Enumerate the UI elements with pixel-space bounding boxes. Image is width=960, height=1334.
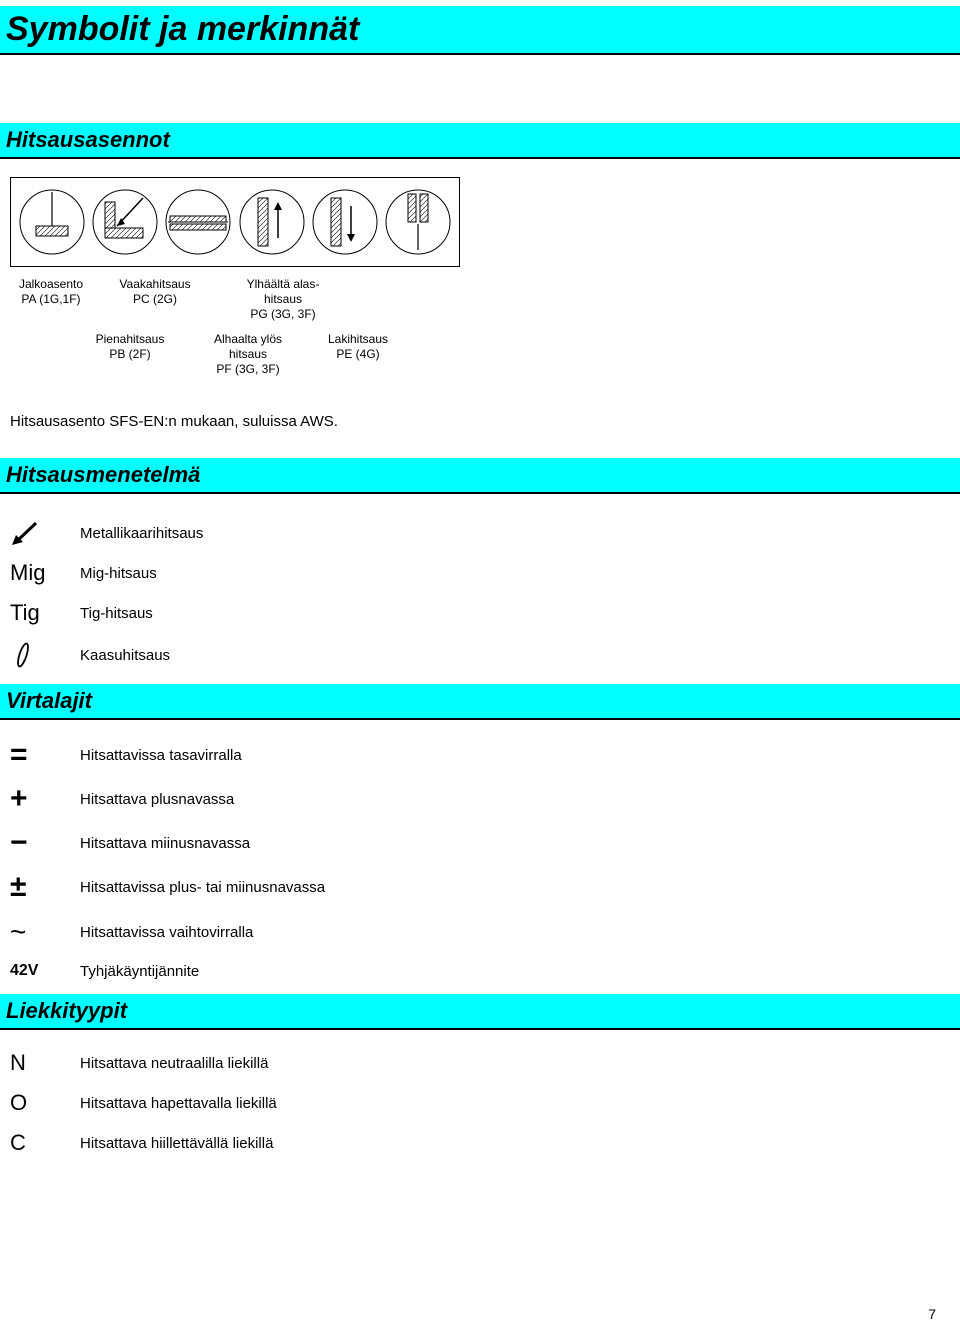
method-row: Kaasuhitsaus	[10, 640, 960, 670]
flame-desc: Hitsattava hiillettävällä liekillä	[80, 1135, 273, 1152]
current-desc: Hitsattava miinusnavassa	[80, 835, 250, 852]
current-desc: Hitsattavissa tasavirralla	[80, 747, 242, 764]
flames-list: NHitsattava neutraalilla liekilläOHitsat…	[0, 1050, 960, 1156]
position-label: LakihitsausPE (4G)	[308, 332, 408, 377]
methods-list: Metallikaarihitsaus MigMig-hitsaus TigTig-…	[0, 520, 960, 670]
method-row: TigTig-hitsaus	[10, 600, 960, 626]
method-desc: Mig-hitsaus	[80, 565, 157, 582]
current-desc: Hitsattavissa vaihtovirralla	[80, 924, 253, 941]
position-label: JalkoasentoPA (1G,1F)	[10, 277, 92, 322]
method-desc: Kaasuhitsaus	[80, 647, 170, 664]
flame-desc: Hitsattava neutraalilla liekillä	[80, 1055, 268, 1072]
current-symbol: +	[10, 784, 80, 814]
position-icon-pa	[18, 188, 86, 256]
method-symbol	[10, 520, 80, 546]
method-symbol: Mig	[10, 560, 80, 586]
current-symbol: ±	[10, 872, 80, 902]
current-desc: Hitsattava plusnavassa	[80, 791, 234, 808]
method-desc: Metallikaarihitsaus	[80, 525, 203, 542]
current-symbol: 42V	[10, 962, 80, 980]
positions-note: Hitsausasento SFS-EN:n mukaan, suluissa …	[10, 413, 960, 430]
position-icon-pb	[91, 188, 159, 256]
current-symbol: =	[10, 740, 80, 770]
position-icon-pc	[164, 188, 232, 256]
page-number: 7	[928, 1306, 936, 1322]
current-symbol: ~	[10, 916, 80, 948]
position-label: Alhaalta ylöshitsausPF (3G, 3F)	[188, 332, 308, 377]
flame-row: CHitsattava hiillettävällä liekillä	[10, 1130, 960, 1156]
positions-bottom-labels: PienahitsausPB (2F)Alhaalta ylöshitsausP…	[10, 332, 960, 377]
position-icon-pf	[238, 188, 306, 256]
position-icon-pg	[311, 188, 379, 256]
current-row: −Hitsattava miinusnavassa	[10, 828, 960, 858]
current-row: ±Hitsattavissa plus- tai miinusnavassa	[10, 872, 960, 902]
flame-symbol: C	[10, 1130, 80, 1156]
current-desc: Hitsattavissa plus- tai miinusnavassa	[80, 879, 325, 896]
position-icon-pe	[384, 188, 452, 256]
method-row: Metallikaarihitsaus	[10, 520, 960, 546]
current-row: ~Hitsattavissa vaihtovirralla	[10, 916, 960, 948]
current-desc: Tyhjäkäyntijännite	[80, 963, 199, 980]
position-label: Ylhäältä alas-hitsausPG (3G, 3F)	[218, 277, 348, 322]
current-row: 42VTyhjäkäyntijännite	[10, 962, 960, 980]
flame-desc: Hitsattava hapettavalla liekillä	[80, 1095, 277, 1112]
flame-row: NHitsattava neutraalilla liekillä	[10, 1050, 960, 1076]
positions-top-labels: JalkoasentoPA (1G,1F)VaakahitsausPC (2G)…	[10, 277, 960, 322]
flame-symbol: N	[10, 1050, 80, 1076]
page-title: Symbolit ja merkinnät	[0, 6, 960, 55]
method-symbol	[10, 640, 80, 670]
current-row: +Hitsattava plusnavassa	[10, 784, 960, 814]
current-symbol: −	[10, 828, 80, 858]
flame-symbol: O	[10, 1090, 80, 1116]
current-row: =Hitsattavissa tasavirralla	[10, 740, 960, 770]
methods-heading: Hitsausmenetelmä	[0, 458, 960, 494]
flame-row: OHitsattava hapettavalla liekillä	[10, 1090, 960, 1116]
method-symbol: Tig	[10, 600, 80, 626]
positions-diagram-box	[10, 177, 460, 267]
positions-heading: Hitsausasennot	[0, 123, 960, 159]
position-label: PienahitsausPB (2F)	[72, 332, 188, 377]
method-row: MigMig-hitsaus	[10, 560, 960, 586]
position-label: VaakahitsausPC (2G)	[92, 277, 218, 322]
flames-heading: Liekkityypit	[0, 994, 960, 1030]
currents-list: =Hitsattavissa tasavirralla +Hitsattava p…	[0, 740, 960, 980]
method-desc: Tig-hitsaus	[80, 605, 153, 622]
currents-heading: Virtalajit	[0, 684, 960, 720]
